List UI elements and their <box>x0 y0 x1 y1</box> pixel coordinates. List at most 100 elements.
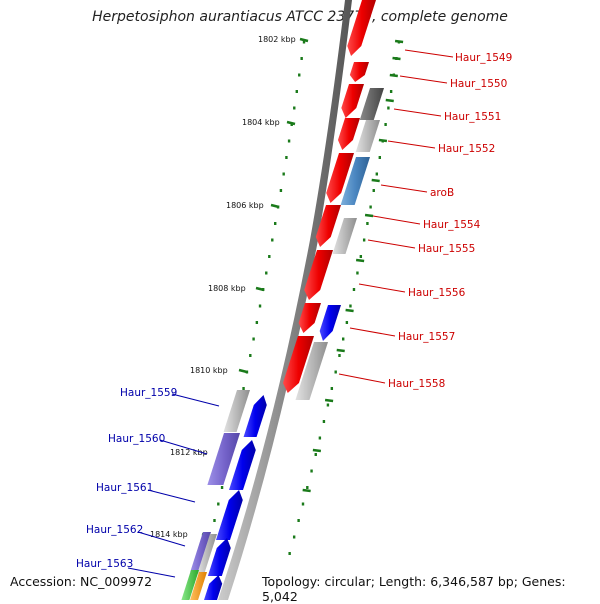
scale-dot <box>389 90 393 93</box>
gene-arob[interactable] <box>326 153 354 203</box>
feature-dark-gray[interactable] <box>359 88 384 120</box>
feature-purple-1562[interactable] <box>190 532 211 572</box>
scale-dot <box>338 354 341 357</box>
leader-line <box>367 239 416 249</box>
tick-label: 1804 kbp <box>242 118 280 127</box>
scale-dot <box>378 156 382 159</box>
scale-dot <box>255 321 259 324</box>
gene-haur-1549[interactable] <box>347 0 376 56</box>
gene-label-forward[interactable]: Haur_1554 <box>423 219 481 231</box>
minor-tick <box>312 448 322 453</box>
feature-gray-1559[interactable] <box>223 390 250 432</box>
leader-line <box>338 373 386 384</box>
gene-label-reverse[interactable]: Haur_1559 <box>120 387 177 399</box>
minor-tick <box>389 73 398 78</box>
scale-dot <box>318 436 322 440</box>
leader-line <box>380 184 428 193</box>
gene-haur-1558[interactable] <box>282 336 314 393</box>
feature-gray-1558[interactable] <box>295 342 328 400</box>
scale-dot <box>366 222 369 225</box>
scale-dot <box>372 189 375 192</box>
gene-label-reverse[interactable]: Haur_1561 <box>96 482 153 494</box>
scale-dot <box>306 486 309 489</box>
leader-line <box>393 108 442 117</box>
gene-haur-1556[interactable] <box>304 250 333 300</box>
scale-dot <box>334 370 337 374</box>
scale-dot <box>242 387 245 390</box>
genome-title: Herpetosiphon aurantiacus ATCC 23779, co… <box>92 9 508 25</box>
gene-label-forward[interactable]: Haur_1552 <box>438 143 495 155</box>
gene-label-reverse[interactable]: Haur_1562 <box>86 524 143 536</box>
gene-label-forward[interactable]: Haur_1551 <box>444 111 501 123</box>
scale-dot <box>369 205 372 209</box>
scale-dot <box>384 123 387 126</box>
scale-dot <box>387 106 390 110</box>
tick-label: 1810 kbp <box>190 366 228 375</box>
tick-label: 1812 kbp <box>170 448 208 457</box>
feature-gray-1562[interactable] <box>197 534 217 574</box>
minor-tick <box>392 56 401 61</box>
gene-haur-1557[interactable] <box>298 303 321 333</box>
leader-line <box>404 49 454 58</box>
scale-dot <box>217 502 220 506</box>
feature-purple-1560[interactable] <box>207 433 240 485</box>
leader-line <box>372 215 421 225</box>
leader-line <box>399 75 448 84</box>
minor-tick <box>355 258 365 263</box>
gene-label-forward[interactable]: aroB <box>430 187 454 199</box>
scale-dot <box>268 255 271 258</box>
leader-line <box>171 393 220 407</box>
scale-dot <box>282 172 285 176</box>
major-tick <box>286 120 296 126</box>
feature-green-1563[interactable] <box>181 570 199 600</box>
minor-tick <box>385 98 394 103</box>
scale-dot <box>310 469 313 473</box>
gene-haur-1554[interactable] <box>315 205 341 247</box>
scale-dot <box>290 123 293 126</box>
scale-dot <box>302 40 306 44</box>
gene-haur-1563[interactable] <box>204 575 223 600</box>
scale-dot <box>300 57 303 60</box>
gene-label-forward[interactable]: Haur_1549 <box>455 52 512 64</box>
feature-gray-1552[interactable] <box>355 120 380 152</box>
gene-haur-1551[interactable] <box>337 118 360 150</box>
gene-haur-1550-part[interactable] <box>349 62 369 82</box>
gene-label-forward[interactable]: Haur_1557 <box>398 331 455 343</box>
scale-dot <box>252 337 255 341</box>
minor-tick <box>336 348 345 353</box>
tick-label: 1806 kbp <box>226 201 264 210</box>
scale-dot <box>297 519 300 522</box>
feature-orange-1563[interactable] <box>190 572 207 600</box>
major-tick <box>299 37 309 43</box>
gene-haur-1561[interactable] <box>216 490 243 540</box>
scale-dot <box>362 238 366 242</box>
scale-dot <box>285 156 288 159</box>
minor-tick <box>345 308 354 313</box>
scale-dot <box>352 288 356 291</box>
gene-label-forward[interactable]: Haur_1556 <box>408 287 466 299</box>
scale-dot <box>375 172 379 176</box>
feature-blue-1557[interactable] <box>319 305 341 341</box>
minor-tick <box>378 138 388 143</box>
feature-gray-1555[interactable] <box>332 218 357 254</box>
gene-label-forward[interactable]: Haur_1558 <box>388 378 445 390</box>
gene-haur-1559[interactable] <box>243 395 267 437</box>
gene-haur-1560[interactable] <box>229 440 256 490</box>
gene-label-forward[interactable]: Haur_1555 <box>418 243 475 255</box>
gene-labels: Haur_1549 Haur_1550 Haur_1551 Haur_1552 aroB… <box>76 49 512 578</box>
scale-dot <box>345 321 349 324</box>
gene-haur-1562[interactable] <box>207 538 231 576</box>
gene-label-forward[interactable]: Haur_1550 <box>450 78 507 90</box>
scale-dot <box>322 420 326 423</box>
gene-label-reverse[interactable]: Haur_1563 <box>76 558 133 570</box>
gene-haur-1550[interactable] <box>341 84 364 118</box>
scale-dot <box>292 535 296 539</box>
leader-line <box>387 140 436 149</box>
feature-steel-blue-arob[interactable] <box>340 157 370 205</box>
gene-label-reverse[interactable]: Haur_1560 <box>108 433 165 445</box>
tick-label: 1808 kbp <box>208 284 246 293</box>
scale-dot <box>293 106 296 110</box>
accession-label: Accession: NC_009972 <box>10 574 153 589</box>
tick-label: 1802 kbp <box>258 35 296 44</box>
leader-line <box>358 283 406 293</box>
